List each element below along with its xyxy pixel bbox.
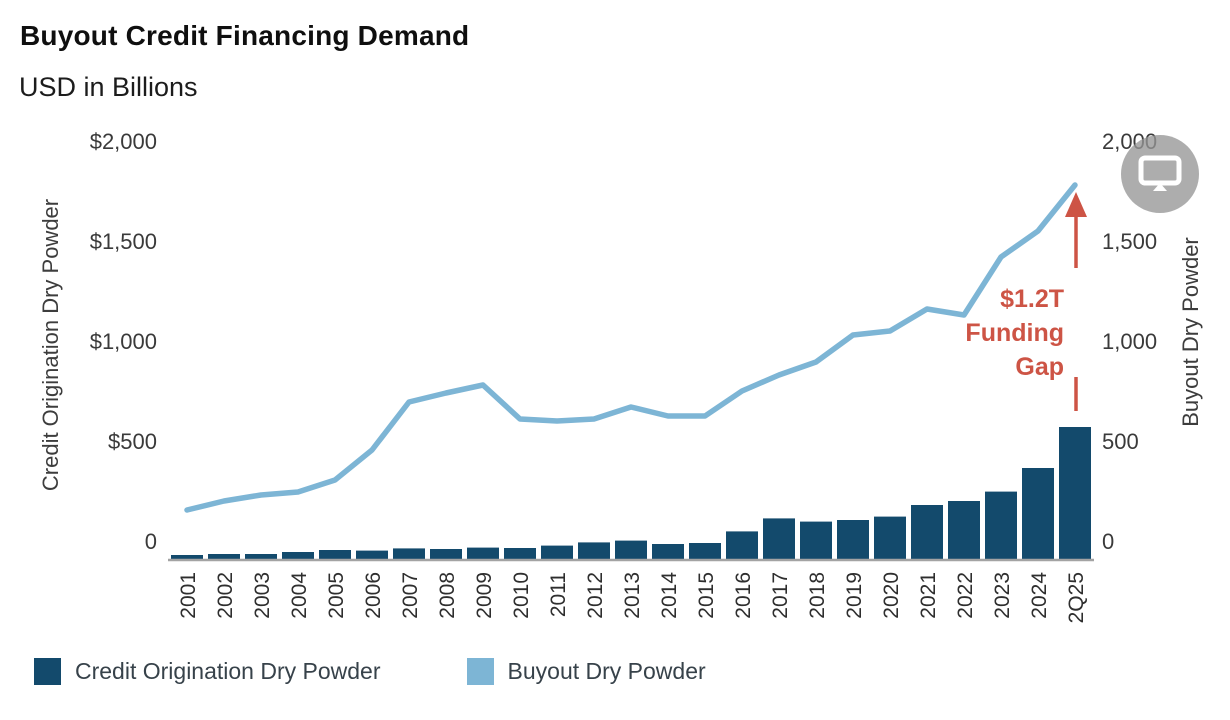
legend-label-credit-origination: Credit Origination Dry Powder — [75, 658, 381, 684]
legend-item-credit-origination: Credit Origination Dry Powder — [34, 658, 381, 685]
bar-2022 — [948, 501, 980, 559]
x-label-2021: 2021 — [917, 572, 940, 619]
legend-swatch-buyout — [466, 658, 494, 685]
left-tick-500: $500 — [108, 429, 157, 454]
x-label-2004: 2004 — [288, 572, 311, 619]
chart-title: Buyout Credit Financing Demand — [20, 20, 470, 51]
x-label-2022: 2022 — [954, 572, 977, 619]
annotation-line-2: Funding — [965, 319, 1064, 347]
right-tick-0: 0 — [1102, 529, 1114, 554]
x-label-2010: 2010 — [510, 572, 533, 619]
bar-2014 — [652, 544, 684, 559]
bar-2020 — [874, 516, 906, 559]
x-label-2007: 2007 — [399, 572, 422, 619]
legend-label-buyout: Buyout Dry Powder — [507, 658, 706, 684]
x-label-2Q25: 2Q25 — [1065, 572, 1088, 623]
bar-2023 — [985, 491, 1017, 559]
right-axis-title: Buyout Dry Powder — [1178, 237, 1203, 427]
x-label-2014: 2014 — [658, 572, 681, 619]
annotation-line-1: $1.2T — [1000, 285, 1064, 313]
bar-2011 — [541, 545, 573, 559]
bar-2007 — [393, 548, 425, 559]
x-label-2013: 2013 — [621, 572, 644, 619]
bar-2002 — [208, 554, 240, 559]
arrow-head — [1065, 192, 1087, 217]
annotation-line-3: Gap — [1015, 353, 1064, 381]
chart-canvas: $2,000$1,500$1,000$50002,0001,5001,00050… — [38, 129, 1203, 623]
x-label-2009: 2009 — [473, 572, 496, 619]
bar-2024 — [1022, 468, 1054, 559]
x-label-2005: 2005 — [325, 572, 348, 619]
x-label-2002: 2002 — [214, 572, 237, 619]
x-label-2019: 2019 — [843, 572, 866, 619]
x-label-2001: 2001 — [177, 572, 200, 619]
x-label-2003: 2003 — [251, 572, 274, 619]
line-series — [184, 182, 1078, 513]
bar-2016 — [726, 531, 758, 559]
x-label-2006: 2006 — [362, 572, 385, 619]
bar-2004 — [282, 552, 314, 559]
bar-series — [171, 427, 1091, 559]
x-label-2012: 2012 — [584, 572, 607, 619]
bar-2017 — [763, 518, 795, 559]
bar-2005 — [319, 550, 351, 559]
bar-2006 — [356, 550, 388, 559]
bar-2015 — [689, 543, 721, 559]
x-label-2017: 2017 — [769, 572, 792, 619]
left-axis-title: Credit Origination Dry Powder — [38, 199, 63, 491]
bar-2001 — [171, 555, 203, 559]
legend: Credit Origination Dry Powder Buyout Dry… — [34, 658, 706, 685]
legend-swatch-credit-origination — [34, 658, 61, 685]
bar-2019 — [837, 520, 869, 559]
bar-2018 — [800, 521, 832, 559]
x-label-2024: 2024 — [1028, 572, 1051, 619]
bar-2021 — [911, 505, 943, 559]
bar-2013 — [615, 540, 647, 559]
x-label-2008: 2008 — [436, 572, 459, 619]
bar-2010 — [504, 548, 536, 559]
legend-item-buyout: Buyout Dry Powder — [466, 658, 706, 685]
x-label-2015: 2015 — [695, 572, 718, 619]
right-tick-1500: 1,500 — [1102, 229, 1157, 254]
bar-2003 — [245, 554, 277, 559]
funding-gap-annotation: $1.2T Funding Gap — [864, 282, 1064, 384]
right-tick-1000: 1,000 — [1102, 329, 1157, 354]
bar-2012 — [578, 542, 610, 559]
axes: $2,000$1,500$1,000$50002,0001,5001,00050… — [38, 129, 1203, 623]
right-tick-500: 500 — [1102, 429, 1139, 454]
bar-2009 — [467, 547, 499, 559]
chart-subtitle: USD in Billions — [19, 72, 198, 102]
monitor-icon — [1138, 155, 1182, 191]
x-label-2023: 2023 — [991, 572, 1014, 619]
left-tick-0: 0 — [145, 529, 157, 554]
x-label-2011: 2011 — [547, 572, 570, 617]
bar-2Q25 — [1059, 427, 1091, 559]
funding-gap-arrow — [1065, 192, 1087, 411]
desktop-view-button[interactable] — [1121, 135, 1199, 213]
buyout-dry-powder-line — [184, 182, 1078, 513]
bar-2008 — [430, 549, 462, 559]
left-tick-1000: $1,000 — [90, 329, 157, 354]
x-label-2020: 2020 — [880, 572, 903, 619]
left-tick-1500: $1,500 — [90, 229, 157, 254]
left-tick-2000: $2,000 — [90, 129, 157, 154]
x-label-2018: 2018 — [806, 572, 829, 619]
x-label-2016: 2016 — [732, 572, 755, 619]
